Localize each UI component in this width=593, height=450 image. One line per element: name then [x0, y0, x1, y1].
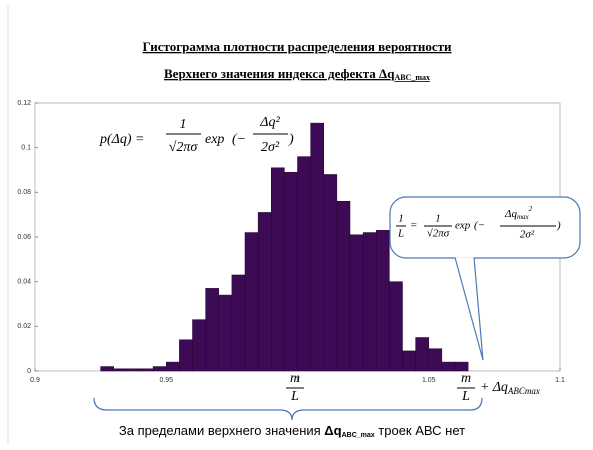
bar	[179, 339, 193, 372]
formula-part: Δq²	[259, 115, 280, 130]
marker-part: L	[290, 389, 299, 404]
formula-superscript: 2	[529, 205, 533, 213]
marker-part: L	[461, 389, 470, 404]
bar	[139, 368, 154, 372]
formula-part: exp	[205, 132, 224, 147]
formula-part: 2σ²	[261, 140, 280, 155]
callout: 1 L = 1 √2πσ exp (− Δqmax2 2σ² )	[389, 196, 581, 361]
formula-part: exp	[455, 220, 471, 232]
formula-part: =	[410, 220, 417, 232]
bar	[336, 201, 351, 372]
caption-text: троек АВС нет	[375, 423, 465, 438]
formula-part: √2πσ	[169, 140, 199, 155]
formula-part: L	[397, 228, 404, 240]
marker-subscript: ABCmax	[507, 386, 540, 396]
formula-part: √2πσ	[427, 228, 450, 240]
marker-mean: m L	[286, 371, 304, 404]
marker-part: m	[461, 371, 471, 386]
bar	[152, 366, 167, 372]
bar	[454, 361, 469, 372]
x-tick-label: 1	[296, 377, 300, 384]
bar	[231, 274, 246, 372]
y-tick-label: 0.02	[17, 323, 31, 330]
x-tick-label: 0.9	[30, 377, 40, 384]
x-tick-label: 1.05	[422, 377, 436, 384]
formula-part: )	[288, 132, 294, 147]
bar	[192, 319, 206, 372]
marker-part: + ΔqABCmax	[480, 380, 540, 396]
bar	[113, 368, 128, 372]
formula-part: 1	[180, 117, 187, 132]
y-tick-label: 0.1	[21, 145, 31, 152]
bar	[310, 122, 324, 372]
caption: За пределами верхнего значения ΔqABC_max…	[119, 423, 465, 438]
bar	[323, 174, 338, 372]
formula-part: Δqmax2	[504, 205, 533, 221]
bar	[428, 348, 443, 372]
subtitle-subscript: ABC_max	[394, 73, 430, 82]
bar	[218, 294, 233, 372]
bar	[376, 230, 390, 372]
bar	[205, 288, 219, 372]
y-tick-label: 0.06	[17, 234, 31, 241]
caption-text: За пределами верхнего значения	[119, 423, 324, 438]
formula-part: 1	[398, 213, 404, 225]
marker-part: m	[290, 371, 300, 386]
formula-part: )	[556, 220, 561, 232]
brace	[93, 397, 483, 421]
caption-subscript: ABC_max	[342, 432, 375, 439]
callout-tail	[454, 257, 484, 361]
bar	[126, 368, 141, 372]
bar	[415, 337, 429, 372]
subtitle-text: Верхнего значения индекса дефекта Δq	[164, 66, 395, 81]
chart-subtitle: Верхнего значения индекса дефекта ΔqABC_…	[164, 66, 430, 82]
formula-part: (−	[232, 132, 246, 147]
formula-subscript: max	[517, 213, 530, 221]
bar	[402, 350, 416, 372]
x-tick-label: 0.95	[159, 377, 173, 384]
plot: 0 0.02 0.04 0.06 0.08 0.1 0.12 0.9 0.95 1 1.05 1.1	[17, 100, 565, 384]
chart-title: Гистограмма плотности распределения веро…	[143, 39, 452, 54]
formula-density: p(Δq) = 1 √2πσ exp (− Δq² 2σ² )	[99, 115, 294, 155]
formula-part: Δq	[504, 208, 517, 220]
formula-part: (−	[474, 220, 485, 232]
y-tick-label: 0	[27, 368, 31, 375]
bar	[349, 234, 364, 372]
marker-part: + Δq	[480, 380, 508, 395]
y-tick-label: 0.04	[17, 279, 31, 286]
bar	[284, 171, 298, 372]
bar	[441, 361, 456, 372]
bar	[297, 156, 311, 372]
marker-upper: m L + ΔqABCmax	[457, 371, 540, 404]
callout-box	[389, 196, 581, 259]
y-tick-label: 0.08	[17, 189, 31, 196]
formula-part: 2σ²	[520, 229, 535, 241]
bar	[244, 232, 259, 372]
x-tick-label: 1.1	[555, 377, 565, 384]
bar	[100, 366, 114, 372]
bar	[362, 232, 377, 372]
y-tick-label: 0.12	[17, 100, 31, 107]
bar	[257, 212, 272, 372]
formula-part: 1	[435, 213, 441, 225]
bar	[166, 361, 180, 372]
bar	[271, 167, 285, 372]
caption-text: Δq	[324, 423, 341, 438]
bar	[389, 281, 403, 372]
formula-part: p(Δq) =	[99, 132, 145, 147]
